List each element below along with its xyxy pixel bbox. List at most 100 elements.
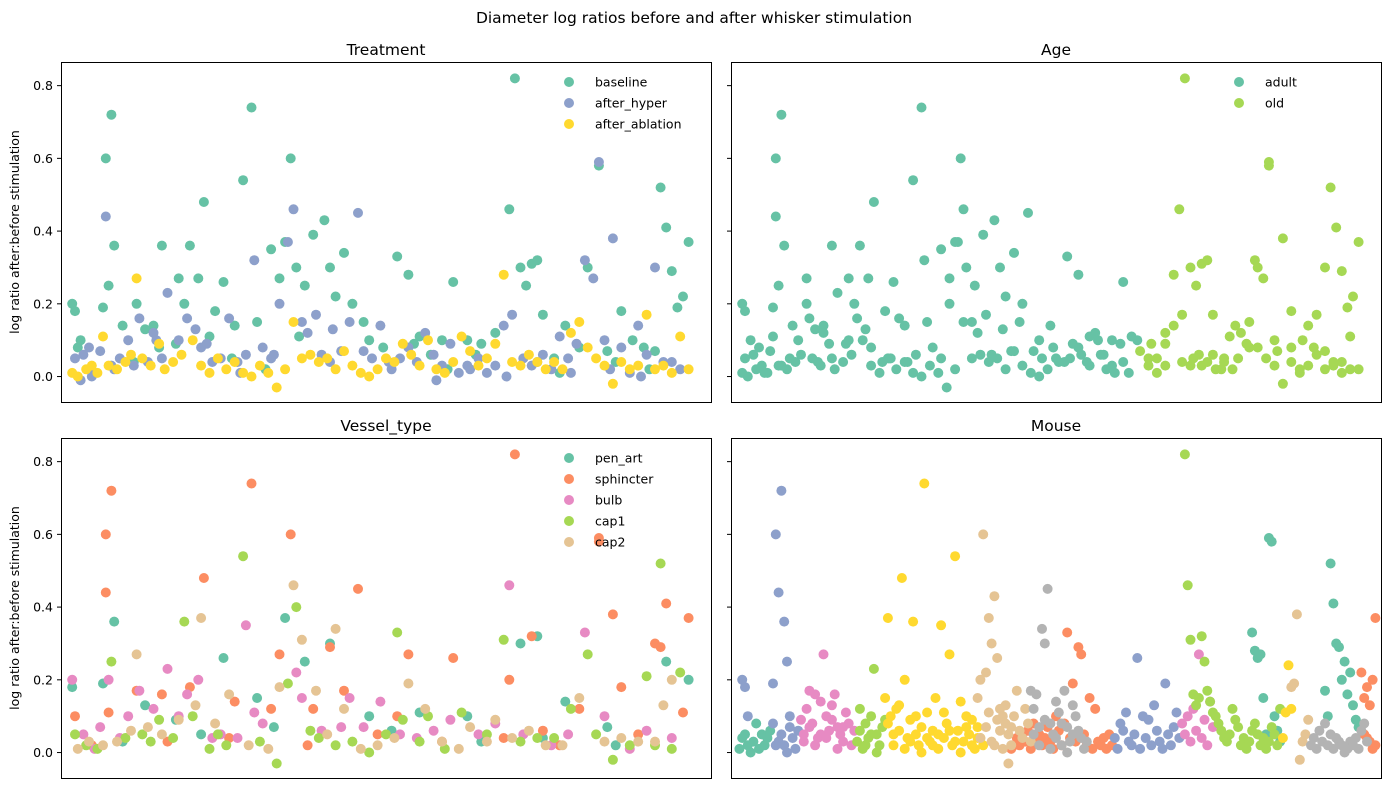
data-point [515,262,526,273]
data-point [322,353,333,364]
data-point [779,240,790,251]
data-point [358,722,369,733]
data-point [866,711,877,722]
data-point [936,353,947,364]
data-point [218,653,229,663]
data-point [465,346,476,357]
data-point [1179,73,1190,84]
data-point [804,313,815,324]
data-point [599,736,610,747]
data-point [339,703,349,714]
data-point [989,591,1000,602]
data-point [922,317,933,327]
data-point [302,740,313,751]
data-point [1325,558,1336,569]
data-point [770,529,781,540]
data-point [453,743,464,754]
data-point [1219,357,1230,367]
data-point [299,656,310,667]
data-point [941,382,952,393]
data-point [975,349,986,360]
data-point [268,349,279,360]
data-point [159,364,170,375]
data-point [330,291,341,302]
data-point [1202,255,1213,266]
data-point [655,558,666,569]
data-point [933,367,944,378]
data-point [843,273,854,284]
legend-marker [564,98,574,108]
data-point [683,613,694,623]
legend-marker [1234,77,1244,87]
data-point [254,360,265,371]
data-point [84,342,94,353]
data-point [1025,367,1036,378]
data-point [1286,342,1297,353]
data-point [1291,609,1302,620]
data-point [666,733,677,743]
data-point [137,729,148,740]
data-point [944,649,955,660]
data-point [1263,157,1274,167]
data-point [1207,349,1218,360]
data-point [238,367,249,378]
data-point [355,367,366,378]
data-point [1227,364,1238,375]
data-point [616,342,627,353]
data-point [117,320,128,331]
series-6 [880,478,1297,758]
data-point [1311,309,1322,320]
subplot-title: Age [1041,41,1071,59]
data-point [1084,693,1095,703]
data-point [1025,743,1036,754]
data-point [593,536,604,547]
data-point [770,211,781,222]
data-point [1179,729,1190,740]
data-point [944,298,955,309]
data-point [168,357,179,367]
data-point [1157,743,1168,754]
data-point [1045,320,1056,331]
data-point [313,733,324,743]
data-point [796,349,806,360]
data-point [201,338,212,349]
legend: adult old [1234,75,1297,111]
data-point [1328,598,1339,609]
data-point [678,291,688,302]
data-point [1039,638,1050,649]
data-point [523,725,534,736]
data-point [123,335,134,346]
legend-marker [564,516,574,526]
data-point [291,602,302,613]
data-point [675,331,686,342]
data-point [972,722,983,733]
data-point [591,729,602,740]
data-point [109,616,120,627]
data-point [1107,335,1117,346]
data-point [891,364,902,375]
data-point [1289,678,1300,689]
data-point [504,674,515,685]
data-point [810,324,821,335]
data-point [1121,707,1131,718]
data-point [616,357,627,367]
data-point [1331,222,1342,233]
data-point [740,353,750,364]
data-point [1196,733,1207,743]
data-point [1053,707,1064,718]
data-point [120,357,131,367]
data-point [1294,754,1305,765]
data-point [330,623,341,634]
scatter-points [734,449,1381,769]
data-point [740,729,750,740]
data-point [666,743,677,754]
data-point [1177,309,1188,320]
data-point [229,320,240,331]
data-point [187,711,198,722]
data-point [930,693,941,703]
data-point [1320,346,1330,357]
data-point [1023,207,1033,218]
data-point [675,364,686,375]
y-tick-label: 0.8 [33,78,53,93]
data-point [1067,678,1078,689]
